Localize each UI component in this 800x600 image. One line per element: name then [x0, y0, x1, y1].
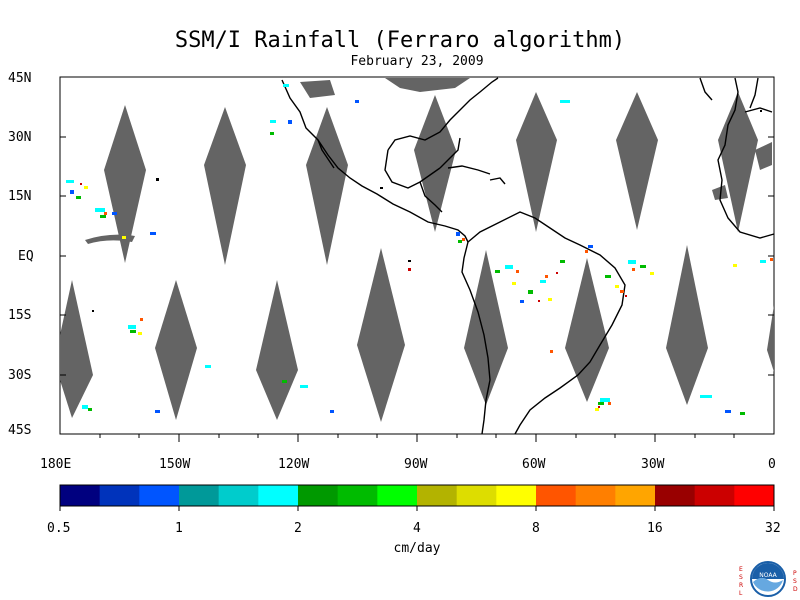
colorbar-swatch: [655, 485, 696, 506]
swath-gap: [357, 248, 405, 422]
swath-gap: [767, 305, 774, 372]
lon-label: 30W: [641, 457, 665, 472]
colorbar: [59, 484, 775, 511]
lat-ticks: [60, 136, 774, 376]
swath-gaps: [60, 92, 774, 422]
map-date: February 23, 2009: [350, 54, 484, 69]
colorbar-swatch: [99, 485, 140, 506]
colorbar-swatch: [456, 485, 497, 506]
coastlines: [281, 77, 775, 435]
swath-gap: [104, 105, 146, 263]
noaa-logo-wave: [753, 577, 783, 592]
colorbar-swatch: [218, 485, 259, 506]
colorbar-swatch: [615, 485, 656, 506]
noaa-logo-sky: [752, 563, 784, 579]
swath-gap: [666, 245, 708, 405]
colorbar-swatch: [536, 485, 577, 506]
swath-gap: [565, 258, 609, 402]
swath-gap: [306, 107, 348, 265]
swath-gap: [516, 92, 557, 232]
lon-label: 120W: [278, 457, 310, 472]
colorbar-swatch: [139, 485, 180, 506]
colorbar-swatch: [575, 485, 616, 506]
lat-label: 15S: [8, 308, 32, 323]
lon-label: 90W: [404, 457, 428, 472]
map-title: SSM/I Rainfall (Ferraro algorithm): [174, 28, 626, 53]
colorbar-tick-label: 1: [175, 521, 183, 536]
colorbar-swatch: [496, 485, 537, 506]
colorbar-swatch: [60, 485, 101, 506]
colorbar-swatch: [417, 485, 458, 506]
lon-ticks: [99, 434, 735, 442]
swath-gap: [60, 280, 93, 418]
lat-label: 15N: [8, 189, 32, 204]
colorbar-units: cm/day: [393, 541, 441, 556]
swath-gap: [414, 95, 456, 232]
no-data-patches: [85, 78, 772, 244]
lat-label: 30S: [8, 368, 32, 383]
swath-gap: [256, 280, 298, 420]
lat-label: 45N: [8, 71, 32, 86]
colorbar-swatch: [734, 485, 775, 506]
lon-label: 150W: [159, 457, 191, 472]
lat-label: EQ: [18, 249, 34, 264]
swath-gap: [204, 107, 246, 265]
noaa-logo-text: NOAA: [759, 572, 777, 579]
colorbar-tick-label: 32: [765, 521, 781, 536]
rainfall-speckles: [66, 84, 773, 415]
colorbar-tick-label: 4: [413, 521, 421, 536]
colorbar-swatch: [298, 485, 339, 506]
lon-label: 0: [768, 457, 776, 472]
lat-label: 30N: [8, 130, 32, 145]
lat-label: 45S: [8, 423, 32, 438]
colorbar-swatch: [179, 485, 220, 506]
swath-gap: [464, 250, 508, 405]
colorbar-tick-label: 16: [647, 521, 663, 536]
colorbar-tick-label: 0.5: [47, 521, 71, 536]
colorbar-swatch: [377, 485, 418, 506]
swath-gap: [155, 280, 197, 420]
colorbar-swatch: [694, 485, 735, 506]
colorbar-swatch: [337, 485, 378, 506]
lon-label: 60W: [522, 457, 546, 472]
colorbar-tick-label: 8: [532, 521, 540, 536]
lon-label: 180E: [40, 457, 72, 472]
swath-gap: [616, 92, 658, 230]
colorbar-tick-label: 2: [294, 521, 302, 536]
colorbar-swatch: [258, 485, 299, 506]
